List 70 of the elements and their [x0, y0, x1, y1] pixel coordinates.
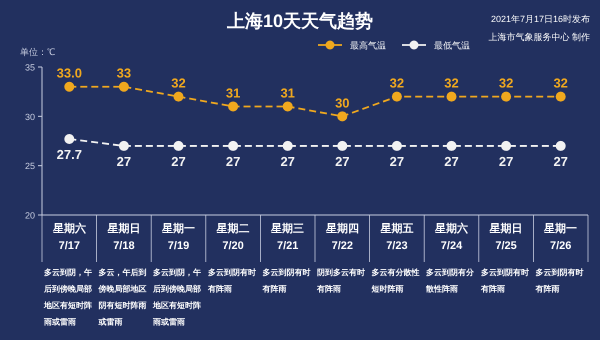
data-label: 27 — [444, 154, 459, 169]
y-axis-title: 单位：℃ — [20, 47, 55, 57]
point — [392, 92, 402, 102]
point — [174, 140, 184, 151]
y-tick-label: 35 — [24, 62, 35, 72]
legend-label: 最低气温 — [434, 40, 470, 50]
data-label: 27 — [335, 154, 350, 169]
point — [118, 140, 129, 151]
text: 多云到阴，午后到傍晚局部地区有短时阵雨或雷雨 — [43, 268, 92, 326]
point — [501, 92, 512, 102]
x-tick-label: 星期日 7/25 — [488, 222, 523, 252]
point — [174, 92, 184, 102]
x-tick-label: 星期三 7/21 — [270, 222, 304, 252]
point — [64, 82, 74, 92]
point — [337, 111, 348, 122]
x-tick-label: 星期五 7/23 — [379, 222, 414, 252]
data-label: 27 — [226, 154, 240, 169]
x-tick-label: 星期六 7/17 — [52, 222, 86, 252]
data-label: 27 — [553, 154, 568, 169]
text: 多云到阴有时有阵雨 — [534, 268, 584, 294]
data-label: 30 — [335, 95, 350, 110]
chart-title: 上海10天天气趋势 — [226, 11, 374, 31]
legend-label: 最高气温 — [350, 40, 386, 50]
data-label: 32 — [553, 76, 568, 91]
point — [228, 101, 238, 112]
text: 阴到多云有时有阵雨 — [316, 268, 365, 294]
x-tick-label: 星期日 7/18 — [106, 222, 140, 252]
text: 多云到阴有时有阵雨 — [261, 268, 310, 294]
x-tick-label: 星期二 7/20 — [216, 222, 250, 252]
y-tick-label: 30 — [24, 112, 35, 122]
data-label: 32 — [444, 76, 459, 91]
text: 多云到阴有时有阵雨 — [206, 268, 256, 294]
x-tick-label: 星期一 7/19 — [161, 222, 195, 252]
data-label: 27 — [280, 154, 295, 169]
text: 多云到阴，午后到傍晚局部地区有短时阵雨或雷雨 — [152, 268, 202, 326]
point — [118, 82, 129, 92]
point — [64, 134, 74, 144]
y-tick-label: 20 — [24, 210, 35, 220]
data-label: 27 — [498, 154, 514, 169]
text: 多云，午后到傍晚局部地区阴有短时阵雨或雷雨 — [98, 268, 147, 326]
point — [446, 92, 456, 102]
point — [556, 92, 566, 102]
data-label: 27.7 — [56, 147, 82, 162]
data-label: 27 — [116, 154, 132, 169]
data-label: 31 — [280, 85, 295, 100]
data-label: 27 — [171, 154, 186, 169]
data-label: 32 — [498, 76, 514, 91]
text: 上海市气象服务中心 制作 — [488, 32, 590, 42]
x-tick-label: 星期六 7/24 — [434, 222, 468, 252]
point — [501, 140, 512, 151]
point — [228, 140, 238, 151]
data-label: 32 — [171, 76, 186, 91]
data-label: 31 — [226, 85, 240, 100]
data-label: 32 — [390, 76, 404, 91]
data-label: 27 — [390, 154, 404, 169]
text: 2021年7月17日16时发布 — [490, 14, 590, 24]
text: 多云有分散性短时阵雨 — [370, 268, 420, 294]
text: 多云到阴有分散性阵雨 — [425, 268, 476, 294]
point — [556, 140, 566, 151]
text: 多云到阴有时有阵雨 — [480, 268, 529, 294]
data-label: 33 — [116, 66, 132, 81]
point — [282, 101, 293, 112]
x-tick-label: 星期一 7/26 — [543, 222, 578, 252]
point — [337, 140, 348, 151]
y-tick-label: 25 — [24, 161, 35, 172]
x-tick-label: 星期四 7/22 — [324, 222, 359, 252]
point — [446, 140, 456, 151]
point — [392, 140, 402, 151]
data-label: 33.0 — [56, 66, 82, 81]
point — [282, 140, 293, 151]
